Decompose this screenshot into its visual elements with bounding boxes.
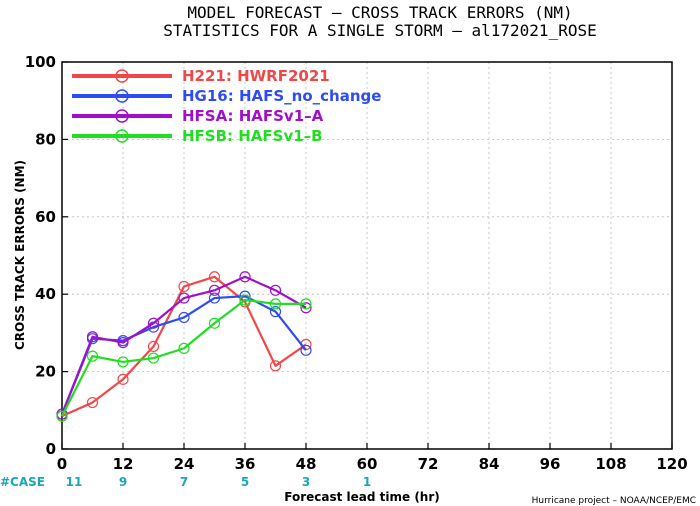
case-label: #CASE (0, 475, 45, 489)
data-point (178, 280, 190, 293)
series-4 (56, 294, 312, 422)
data-point (117, 356, 129, 368)
data-point (269, 360, 282, 372)
credit-text: Hurricane project – NOAA/NCEP/EMC (532, 496, 696, 506)
y-tick-label: 20 (35, 363, 56, 381)
x-tick-label: 24 (174, 455, 195, 473)
case-count: 7 (180, 475, 188, 489)
data-point (300, 302, 312, 314)
x-tick-label: 36 (235, 455, 256, 473)
x-tick-label: 0 (57, 455, 67, 473)
y-tick-label: 80 (35, 130, 56, 148)
legend-item: HG16: HAFS_no_change (72, 87, 381, 105)
data-point (208, 271, 221, 283)
case-counts: #CASE 11 9 7 5 3 1 (0, 475, 371, 489)
case-count: 11 (66, 475, 83, 489)
data-point (86, 396, 99, 409)
legend-label: HG16: HAFS_no_change (182, 87, 381, 105)
data-point (178, 311, 190, 324)
x-tick-label: 120 (656, 455, 687, 473)
data-point (269, 306, 282, 318)
legend-marker (115, 129, 129, 143)
legend-label: HFSA: HAFSv1–A (182, 107, 324, 125)
series-line (60, 275, 307, 415)
case-count: 9 (119, 475, 127, 489)
data-point (147, 340, 160, 353)
data-point (269, 284, 282, 296)
data-point (178, 342, 190, 354)
y-axis-label: CROSS TRACK ERRORS (NM) (13, 160, 27, 350)
x-axis-label: Forecast lead time (hr) (284, 490, 440, 504)
case-count: 5 (241, 475, 249, 489)
data-point (300, 298, 312, 310)
legend-marker (115, 109, 129, 123)
data-point (208, 317, 221, 329)
x-tick-label: 12 (113, 455, 134, 473)
grid (62, 62, 672, 449)
x-tick-label: 96 (540, 455, 561, 473)
data-point (178, 292, 190, 304)
legend-marker (115, 89, 129, 103)
data-point (147, 317, 160, 329)
legend-label: HFSB: HAFSv1–B (182, 127, 323, 145)
legend-item: H221: HWRF2021 (72, 67, 330, 85)
series-line (61, 298, 306, 417)
legend-item: HFSA: HAFSv1–A (72, 107, 324, 125)
x-tick-label: 60 (357, 455, 378, 473)
data-point (208, 292, 221, 304)
data-point (239, 294, 251, 306)
data-point (300, 344, 312, 356)
legend-marker (115, 69, 129, 83)
data-point (86, 350, 99, 362)
axis-ticks: 0 12 24 36 48 60 72 84 96 108 120 0 20 40 60 80 100 (25, 53, 688, 473)
data-point (117, 373, 129, 385)
x-tick-label: 72 (418, 455, 439, 473)
x-tick-label: 108 (595, 455, 626, 473)
data-point (147, 352, 160, 364)
y-tick-label: 0 (46, 440, 56, 458)
data-point (208, 284, 221, 296)
case-count: 1 (363, 475, 371, 489)
data-point (117, 336, 129, 349)
y-tick-label: 60 (35, 208, 56, 226)
chart-subtitle: STATISTICS FOR A SINGLE STORM – al172021… (163, 21, 596, 40)
x-tick-label: 48 (296, 455, 317, 473)
y-tick-label: 100 (25, 53, 56, 71)
series-group (56, 271, 312, 422)
chart-title: MODEL FORECAST – CROSS TRACK ERRORS (NM) (187, 3, 572, 22)
case-count: 3 (302, 475, 310, 489)
x-tick-label: 84 (479, 455, 500, 473)
data-point (239, 271, 251, 283)
series-line (61, 275, 307, 418)
legend-item: HFSB: HAFSv1–B (72, 127, 323, 145)
data-point (56, 410, 68, 422)
legend: H221: HWRF2021 HG16: HAFS_no_change HFSA: … (72, 67, 381, 145)
y-tick-label: 40 (35, 285, 56, 303)
data-point (269, 298, 282, 310)
data-point (86, 331, 99, 343)
legend-label: H221: HWRF2021 (182, 67, 330, 85)
plot-frame (61, 61, 673, 450)
